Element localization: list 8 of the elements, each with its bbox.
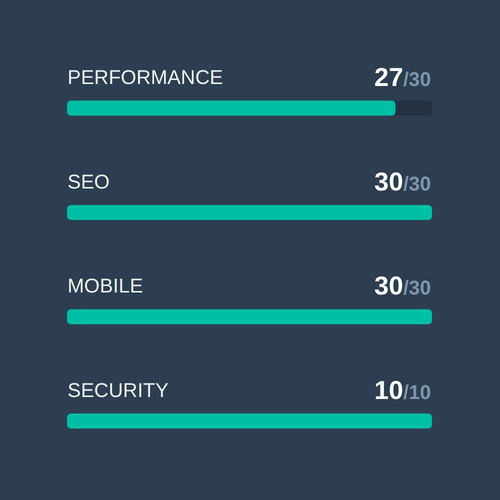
y-tick-label: MOBILE bbox=[68, 276, 144, 298]
y-tick-label: SECURITY bbox=[68, 380, 169, 402]
data-label: 27/30 bbox=[374, 62, 431, 92]
y-tick-label: PERFORMANCE bbox=[68, 67, 223, 90]
data-label: 10/10 bbox=[374, 375, 431, 406]
data-label: 30/30 bbox=[374, 270, 431, 301]
y-tick-label: SEO bbox=[68, 171, 110, 194]
data-label: 30/30 bbox=[374, 166, 431, 196]
